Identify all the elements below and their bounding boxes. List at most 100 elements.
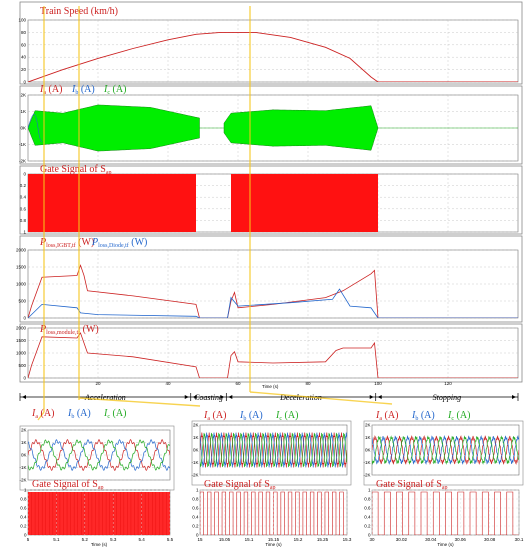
speed-line <box>28 31 518 82</box>
zoom-0-gate-ytick: 0.2 <box>20 524 27 529</box>
currents-title-b: Ib (A) <box>71 84 95 96</box>
main-xtick: 60 <box>235 381 241 386</box>
loss-ytick: 1000 <box>16 282 27 287</box>
loss-ytick: 2000 <box>16 248 27 253</box>
module-panel-frame <box>19 323 523 383</box>
gate-ytick: 0 <box>23 172 26 177</box>
phase-arrow-left-3 <box>377 395 382 399</box>
zoom-1-phase-a <box>200 432 347 468</box>
zoom-1-current-traces <box>200 432 347 468</box>
zoom-1-ytick: -2K <box>191 473 198 478</box>
zoom-1-gate-ytick: 0.4 <box>192 515 199 520</box>
zoom-1-time-label: Time (s) <box>265 542 282 547</box>
zoom-1-xtick: 15 <box>197 537 203 542</box>
gate-signal-main <box>28 174 378 232</box>
phase-label-1: Coasting <box>194 393 223 402</box>
zoom-0-gate-ytick: 0 <box>24 533 27 538</box>
main-xtick: 120 <box>444 381 452 386</box>
cur-ytick: 0K <box>20 126 26 131</box>
cur-ytick: -2K <box>19 159 26 164</box>
gate-on-block-1 <box>231 174 378 232</box>
zoom-1-gate-title: Gate Signal of Sap <box>204 479 276 491</box>
currents-start-blue <box>28 113 43 143</box>
zoom-0-phase-c <box>28 439 170 471</box>
gate-ytick: 0.2 <box>20 183 27 188</box>
zoom-0-xtick: 5.3 <box>110 537 117 542</box>
zoom-2-xtick: 30.02 <box>396 537 408 542</box>
phase-arrow-right-2 <box>369 395 374 399</box>
phase-label-3: Stopping <box>433 393 461 402</box>
zoom-panels: Ia (A) Ib (A) Ic (A) 2K 1K 0K -1K -2K Gate Signa… <box>19 408 523 547</box>
speed-ytick: 40 <box>21 55 27 60</box>
zoom-2-title-b: Ib (A) <box>411 410 435 422</box>
zoom-1-gate-ytick: 0.2 <box>192 524 199 529</box>
currents-title-a: Ia (A) <box>39 84 62 96</box>
diode-loss-line <box>28 288 518 318</box>
zoom-2-gate-ytick: 0.4 <box>364 515 371 520</box>
zoom-0-gate-ytick: 1 <box>24 488 27 493</box>
zoom-2-ytick: -1K <box>363 460 370 465</box>
zoom-0-xtick: 5.5 <box>167 537 174 542</box>
zoom-2-phase-a <box>372 435 519 465</box>
zoom-2-ytick: 2K <box>365 423 371 428</box>
guide-line-5 <box>78 397 201 407</box>
cur-ytick: 1K <box>20 109 26 114</box>
zoom-1-gate-pulses <box>200 491 347 535</box>
speed-ytick: 100 <box>18 18 26 23</box>
zoom-0-time-label: Time (s) <box>91 542 108 547</box>
cur-ytick: 2K <box>20 93 26 98</box>
zoom-2-ytick: 1K <box>365 435 371 440</box>
zoom-0-gate-ytick: 0.4 <box>20 515 27 520</box>
phase-label-0: Acceleration <box>84 393 126 402</box>
mod-ytick: 0 <box>23 376 26 381</box>
mod-ytick: 2000 <box>16 326 27 331</box>
zoom-1-xtick: 15.1 <box>245 537 254 542</box>
zoom-1-ytick: 0K <box>193 448 199 453</box>
main-time-label: Time (s) <box>262 384 279 389</box>
main-xtick: 40 <box>165 381 171 386</box>
phase-arrow-right-3 <box>512 395 516 399</box>
zoom-0-ytick: 1K <box>21 440 27 445</box>
zoom-2-ytick: -2K <box>363 473 370 478</box>
gate-ytick: 1 <box>23 230 26 235</box>
currents-main <box>28 104 518 152</box>
zoom-1-gate-ytick: 0.6 <box>192 506 199 511</box>
gate-ytick: 0.4 <box>20 195 27 200</box>
highlight-guides <box>37 6 393 421</box>
zoom-1-phase-c <box>200 432 347 468</box>
speed-ytick: 20 <box>21 67 27 72</box>
zoom-0-xtick: 5.1 <box>53 537 60 542</box>
gate-title: Gate Signal of Sap <box>40 164 112 176</box>
zoom-2-title-a: Ia (A) <box>375 410 398 422</box>
phase-arrow-left-0 <box>22 395 26 399</box>
zoom-2-gate-ytick: 0.2 <box>364 524 371 529</box>
zoom-0-ytick: -2K <box>19 478 26 483</box>
gate-ytick: 0.6 <box>20 206 27 211</box>
zoom-0-title-b: Ib (A) <box>67 408 91 420</box>
zoom-1-title-b: Ib (A) <box>239 410 263 422</box>
tick-labels: 0 20 40 60 80 100 2K 1K 0K -1K -2K 1 0.8 0.6 0.4 0.2 0 20… <box>16 18 452 387</box>
zoom-2-phase-c <box>372 435 519 465</box>
mod-ytick: 500 <box>18 363 26 368</box>
speed-panel-frame <box>19 1 523 85</box>
zoom-1-gate-ytick: 1 <box>196 488 199 493</box>
zoom-0-ytick: 2K <box>21 428 27 433</box>
main-xtick: 100 <box>374 381 382 386</box>
zoom-1-xtick: 15.3 <box>343 537 352 542</box>
main-xtick: 80 <box>305 381 311 386</box>
igbt-loss-line <box>28 264 518 318</box>
phase-arrow-left-2 <box>228 395 233 399</box>
zoom-0-gate-trace <box>28 492 170 535</box>
speed-ytick: 60 <box>21 42 27 47</box>
zoom-1-xtick: 15.05 <box>219 537 231 542</box>
zoom-1-xtick: 15.15 <box>268 537 280 542</box>
zoom-0-title-a: Ia (A) <box>31 408 54 420</box>
module-title: Ploss,module,tf (W) <box>39 324 99 336</box>
gridlines <box>28 19 518 379</box>
loss-main <box>28 264 518 318</box>
guide-line-4 <box>37 411 45 421</box>
zoom-2-gate-pulses <box>372 491 519 535</box>
zoom-1-ytick: 1K <box>193 435 199 440</box>
loss-title-igbt: Ploss,IGBT,tf (W) <box>39 237 94 249</box>
